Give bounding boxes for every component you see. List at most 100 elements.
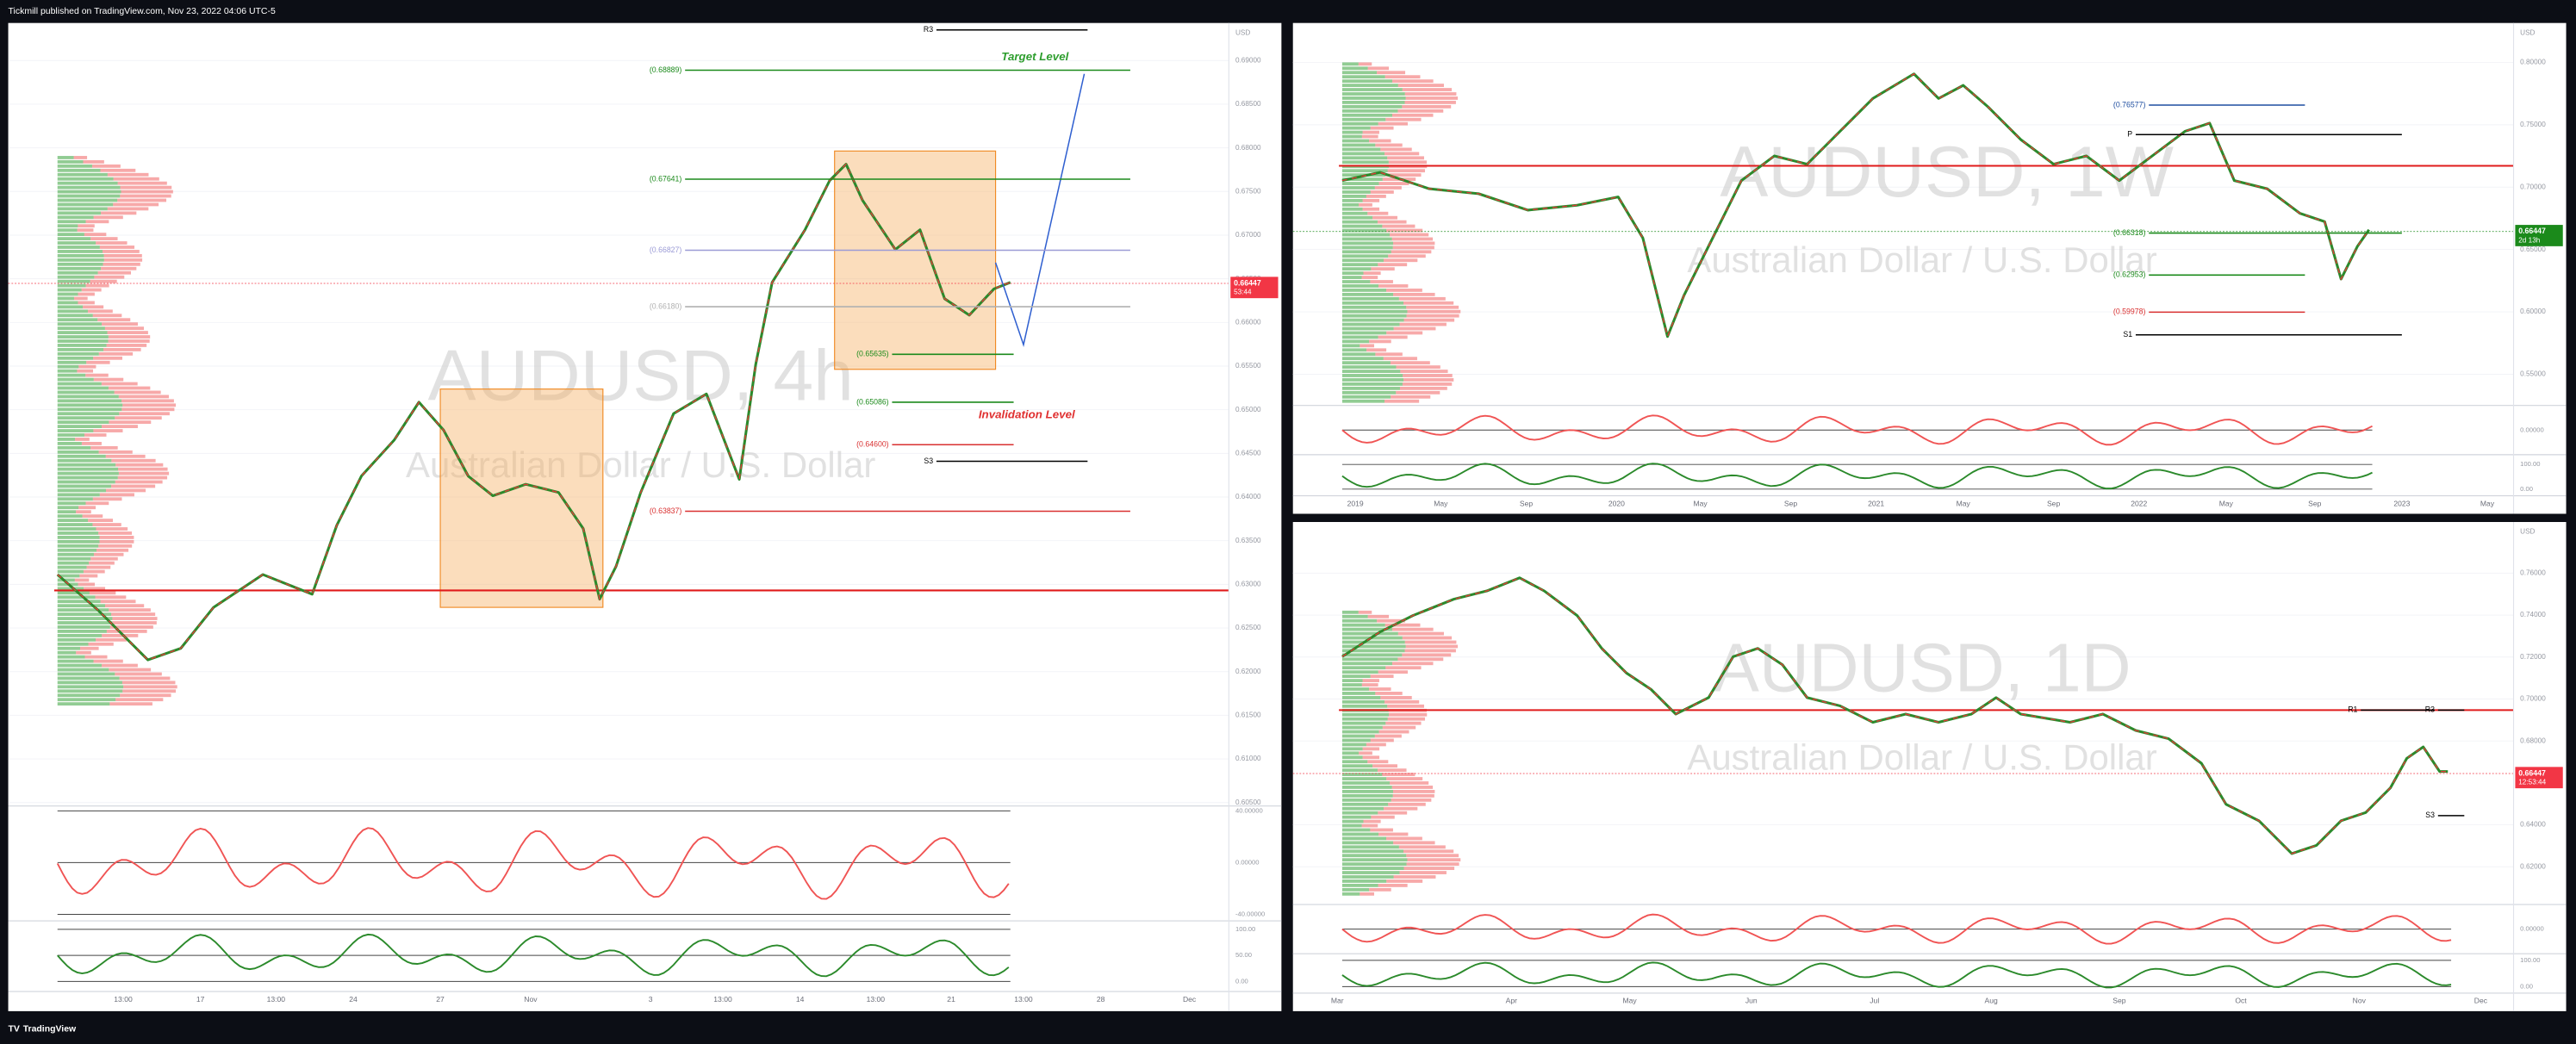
volume-profile-bar: [57, 258, 104, 262]
volume-profile-bar: [57, 561, 90, 565]
volume-profile-bar: [101, 211, 137, 215]
panel-background: [8, 22, 1282, 1011]
volume-profile-bar: [108, 339, 150, 343]
volume-profile-bar: [57, 536, 100, 539]
volume-profile-bar: [57, 569, 84, 574]
volume-profile-bar: [97, 270, 132, 275]
volume-profile-bar: [57, 262, 103, 266]
y-tick-label: 0.68000: [2520, 736, 2546, 744]
oscillator-line: [1341, 463, 2373, 490]
volume-profile-bar: [57, 292, 78, 296]
volume-profile-bar: [1403, 867, 1455, 870]
volume-profile-bar: [57, 233, 84, 237]
volume-profile-bar: [1341, 344, 1360, 348]
volume-profile-bar: [57, 680, 122, 685]
volume-profile-bar: [121, 680, 176, 685]
volume-profile-bar: [93, 215, 123, 220]
y-tick-label: 0.74000: [2520, 611, 2546, 618]
volume-profile-bar: [1366, 743, 1386, 747]
volume-profile-bar: [1386, 836, 1422, 841]
y-tick-label: 0.68500: [1235, 100, 1261, 108]
volume-profile-bar: [1378, 121, 1408, 126]
volume-profile-bar: [57, 420, 109, 425]
volume-profile-bar: [1407, 858, 1461, 862]
volume-profile-bar: [57, 181, 118, 185]
volume-profile-bar: [1341, 773, 1383, 776]
volume-profile-bar: [1397, 109, 1444, 113]
volume-profile-bar: [1341, 370, 1401, 373]
volume-profile-bar: [80, 646, 99, 650]
volume-profile-bar: [1377, 768, 1407, 773]
x-tick-label: May: [1957, 499, 1971, 507]
volume-profile-bar: [1341, 79, 1393, 84]
volume-profile-bar: [57, 207, 108, 211]
volume-profile-bar: [57, 250, 103, 253]
volume-profile-bar: [57, 633, 103, 637]
volume-profile-bar: [1341, 224, 1383, 228]
volume-profile-bar: [111, 458, 156, 463]
volume-profile-bar: [57, 296, 74, 301]
y-tick-label: 0.68000: [1235, 144, 1261, 152]
x-tick-label: Dec: [2474, 997, 2488, 1005]
volume-profile-bar: [1341, 858, 1408, 862]
watermark-subtitle: Australian Dollar / U.S. Dollar: [1687, 239, 2156, 280]
volume-profile-bar: [1341, 717, 1388, 721]
volume-profile-bar: [100, 168, 136, 172]
volume-profile-bar: [1362, 207, 1380, 211]
volume-profile-bar: [1341, 104, 1403, 109]
volume-profile-bar: [57, 445, 91, 450]
volume-profile-bar: [90, 445, 118, 450]
volume-profile-bar: [1372, 764, 1397, 768]
volume-profile-bar: [57, 591, 90, 595]
volume-profile-bar: [105, 454, 146, 458]
volume-profile-bar: [1375, 143, 1403, 147]
x-tick-label: Jun: [1745, 997, 1758, 1005]
volume-profile-bar: [77, 228, 94, 233]
volume-profile-bar: [1404, 92, 1457, 96]
volume-profile-bar: [1341, 271, 1364, 276]
volume-profile-bar: [1341, 139, 1370, 143]
volume-profile-bar: [1393, 875, 1436, 879]
volume-profile-bar: [104, 604, 145, 608]
volume-profile-bar: [57, 523, 93, 526]
level-label: P: [2127, 130, 2132, 139]
volume-profile-bar: [57, 655, 85, 659]
annotation: Target Level: [1001, 50, 1068, 63]
volume-profile-bar: [57, 245, 100, 249]
volume-profile-bar: [82, 514, 103, 519]
volume-profile-bar: [1378, 284, 1409, 288]
volume-profile-bar: [57, 612, 112, 617]
y-tick-label: 0.60000: [2520, 308, 2546, 315]
volume-profile-bar: [1384, 623, 1421, 627]
volume-profile-bar: [57, 672, 115, 676]
x-tick-label: Sep: [2047, 499, 2060, 507]
volume-profile-bar: [1341, 301, 1404, 305]
oscillator-tick-label: 100.00: [2520, 460, 2540, 468]
volume-profile-bar: [1378, 182, 1409, 185]
volume-profile-bar: [1385, 173, 1422, 177]
volume-profile-bar: [1363, 271, 1381, 276]
volume-profile-bar: [57, 539, 100, 544]
volume-profile-bar: [89, 561, 115, 565]
volume-profile-bar: [1341, 289, 1387, 292]
volume-profile-bar: [1341, 806, 1384, 811]
volume-profile-bar: [57, 471, 119, 475]
volume-profile-bar: [1341, 640, 1405, 644]
watermark-subtitle: Australian Dollar / U.S. Dollar: [1687, 736, 2156, 777]
volume-profile-bar: [1402, 104, 1452, 109]
volume-profile-bar: [57, 279, 90, 283]
volume-profile-bar: [1388, 160, 1427, 165]
volume-profile-bar: [75, 438, 90, 441]
volume-profile-bar: [1341, 725, 1383, 730]
range-box: [834, 150, 997, 370]
volume-profile-bar: [1341, 747, 1363, 751]
volume-profile-bar: [1341, 653, 1403, 657]
chart-panel: 0.76000 0.74000 0.72000 0.70000 0.68000 0.640…: [1292, 522, 2567, 1011]
volume-profile-bar: [85, 220, 109, 224]
level-label: (0.66827): [650, 245, 682, 254]
volume-profile-bar: [57, 668, 109, 672]
volume-profile-bar: [57, 301, 78, 305]
volume-profile-bar: [79, 574, 98, 578]
volume-profile-bar: [57, 220, 86, 224]
volume-profile-bar: [1341, 156, 1388, 160]
